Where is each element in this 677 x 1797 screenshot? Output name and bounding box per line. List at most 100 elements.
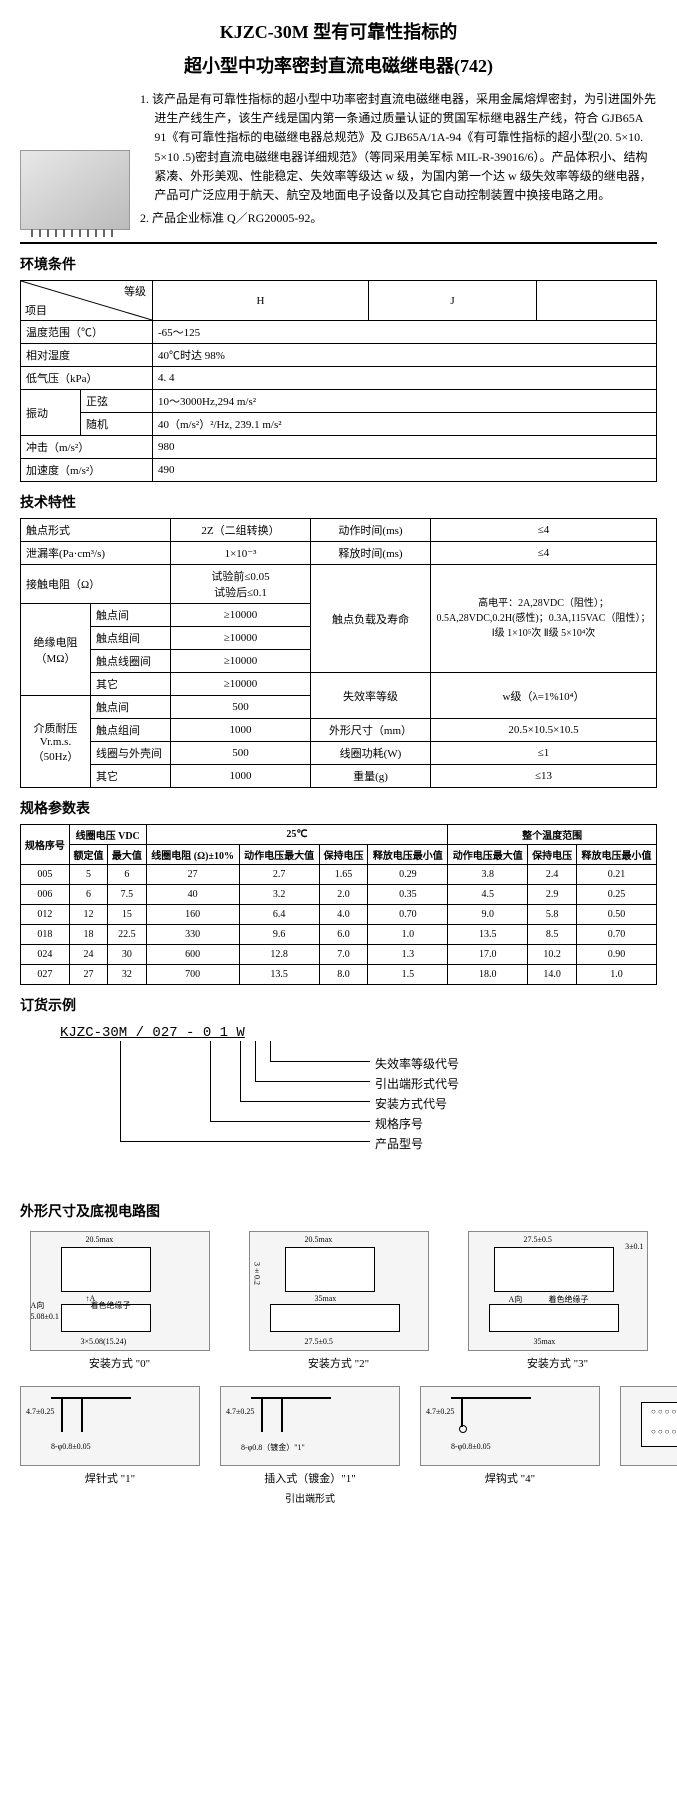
t-d4-v: 1000 — [171, 765, 311, 788]
cap2: 安装方式 "2" — [249, 1355, 429, 1371]
pin-4: ○ ○ ○ ○ ○ ○ ○ ○ 底视电路图 — [620, 1386, 677, 1505]
env-shock-v: 980 — [153, 436, 657, 459]
spec-cell: 6 — [108, 865, 146, 885]
spec-cell: 18 — [69, 925, 107, 945]
title-line-2: 超小型中功率密封直流电磁继电器(742) — [20, 52, 657, 78]
product-image — [20, 150, 130, 230]
lead-h: 引出端形式 — [220, 1490, 400, 1505]
ol-4: 产品型号 — [375, 1135, 423, 1152]
spec-cell: 0.29 — [368, 865, 448, 885]
spec-cell: 12 — [69, 905, 107, 925]
t-dim-l: 外形尺寸（mm） — [311, 719, 431, 742]
spec-heading: 规格参数表 — [20, 798, 657, 818]
t-ins2-v: ≥10000 — [171, 627, 311, 650]
t-rel-v: ≤4 — [431, 542, 657, 565]
spec-cell: 018 — [21, 925, 70, 945]
spec-cell: 12.8 — [239, 945, 319, 965]
env-humid-v: 40℃时达 98% — [153, 344, 657, 367]
t-cform-v: 2Z（二组转换） — [171, 519, 311, 542]
pin-3: 4.7±0.25 8-φ0.8±0.05 焊钩式 "4" — [420, 1386, 600, 1505]
spec-cell: 024 — [21, 945, 70, 965]
env-temp-l: 温度范围（℃） — [21, 321, 153, 344]
spec-cell: 8.5 — [528, 925, 577, 945]
env-vib-l: 振动 — [21, 390, 81, 436]
t-diel-l: 介质耐压 Vr.m.s.（50Hz） — [21, 696, 91, 788]
t-fail-l: 失效率等级 — [311, 673, 431, 719]
spec-cell: 17.0 — [448, 945, 528, 965]
spec-cell: 1.5 — [368, 965, 448, 985]
spec-cell: 1.65 — [319, 865, 368, 885]
spec-cell: 330 — [146, 925, 239, 945]
sh-coilv: 线圈电压 VDC — [69, 825, 146, 845]
pin-2: 4.7±0.25 8-φ0.8（镀金）"1" 插入式（镀金）"1" 引出端形式 — [220, 1386, 400, 1505]
spec-cell: 27 — [146, 865, 239, 885]
t-d2-l: 触点组间 — [91, 719, 171, 742]
spec-cell: 600 — [146, 945, 239, 965]
t-d1-v: 500 — [171, 696, 311, 719]
order-diagram: KJZC-30M / 027 - 0 1 W 失效率等级代号 引出端形式代号 安… — [20, 1025, 657, 1181]
spec-cell: 3.2 — [239, 885, 319, 905]
spec-cell: 012 — [21, 905, 70, 925]
intro-text: 1. 该产品是有可靠性指标的超小型中功率密封直流电磁继电器，采用金属熔焊密封，为… — [140, 90, 657, 232]
spec-row: 00556272.71.650.293.82.40.21 — [21, 865, 657, 885]
dim-2: 20.5max 3±0.2 35max 27.5±0.5 安装方式 "2" — [249, 1231, 429, 1371]
intro-p2: 2. 产品企业标准 Q／RG20005-92。 — [140, 209, 657, 228]
env-heading: 环境条件 — [20, 254, 657, 274]
dims-section: 20.5max 5.08±0.1 3×5.08(15.24) ↑A A向 着色绝… — [20, 1231, 657, 1505]
cap1: 安装方式 "0" — [30, 1355, 210, 1371]
sh-full: 整个温度范围 — [448, 825, 657, 845]
env-sine-v: 10～3000Hz,294 m/s² — [153, 390, 657, 413]
tech-table: 触点形式 2Z（二组转换） 动作时间(ms) ≤4 泄漏率(Pa·cm³/s) … — [20, 518, 657, 788]
spec-cell: 18.0 — [448, 965, 528, 985]
t-d2-v: 1000 — [171, 719, 311, 742]
separator — [20, 242, 657, 244]
env-press-l: 低气压（kPa） — [21, 367, 153, 390]
env-col-h: H — [153, 281, 369, 321]
spec-cell: 3.8 — [448, 865, 528, 885]
intro-section: 1. 该产品是有可靠性指标的超小型中功率密封直流电磁继电器，采用金属熔焊密封，为… — [20, 90, 657, 232]
env-accel-v: 490 — [153, 459, 657, 482]
t-rel-l: 释放时间(ms) — [311, 542, 431, 565]
cap-p3: 焊钩式 "4" — [420, 1470, 600, 1486]
spec-cell: 0.70 — [368, 905, 448, 925]
t-ins1-l: 触点间 — [91, 604, 171, 627]
spec-cell: 6.4 — [239, 905, 319, 925]
sh-actv2: 动作电压最大值 — [448, 845, 528, 865]
spec-cell: 7.5 — [108, 885, 146, 905]
ol-3: 规格序号 — [375, 1115, 423, 1132]
sh-coilr: 线圈电阻 (Ω)±10% — [146, 845, 239, 865]
spec-cell: 1.0 — [576, 965, 656, 985]
spec-cell: 005 — [21, 865, 70, 885]
spec-cell: 15 — [108, 905, 146, 925]
intro-p1: 1. 该产品是有可靠性指标的超小型中功率密封直流电磁继电器，采用金属熔焊密封，为… — [140, 90, 657, 205]
tech-heading: 技术特性 — [20, 492, 657, 512]
spec-cell: 27 — [69, 965, 107, 985]
order-heading: 订货示例 — [20, 995, 657, 1015]
env-col-j: J — [369, 281, 537, 321]
spec-cell: 9.0 — [448, 905, 528, 925]
spec-cell: 13.5 — [239, 965, 319, 985]
spec-cell: 6 — [69, 885, 107, 905]
spec-row: 01212151606.44.00.709.05.80.50 — [21, 905, 657, 925]
t-ins3-v: ≥10000 — [171, 650, 311, 673]
spec-cell: 14.0 — [528, 965, 577, 985]
t-ins4-l: 其它 — [91, 673, 171, 696]
spec-cell: 4.0 — [319, 905, 368, 925]
t-ins1-v: ≥10000 — [171, 604, 311, 627]
t-d1-l: 触点间 — [91, 696, 171, 719]
env-sine-l: 正弦 — [81, 390, 153, 413]
spec-cell: 8.0 — [319, 965, 368, 985]
spec-cell: 40 — [146, 885, 239, 905]
spec-cell: 32 — [108, 965, 146, 985]
t-cpw-v: ≤1 — [431, 742, 657, 765]
cap-p1: 焊针式 "1" — [20, 1470, 200, 1486]
t-wt-l: 重量(g) — [311, 765, 431, 788]
spec-cell: 7.0 — [319, 945, 368, 965]
t-d3-l: 线圈与外壳间 — [91, 742, 171, 765]
env-rand-l: 随机 — [81, 413, 153, 436]
env-col-empty — [537, 281, 657, 321]
sh-relv: 释放电压最小值 — [368, 845, 448, 865]
t-cpw-l: 线圈功耗(W) — [311, 742, 431, 765]
spec-cell: 0.21 — [576, 865, 656, 885]
sh-holdv2: 保持电压 — [528, 845, 577, 865]
